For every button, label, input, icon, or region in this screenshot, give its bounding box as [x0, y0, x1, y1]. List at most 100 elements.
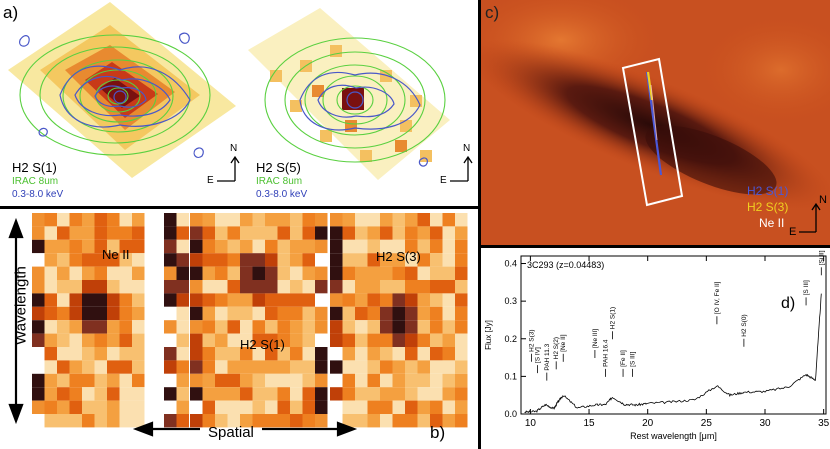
pixel	[380, 414, 393, 428]
legend-h2s1: H2 S(1)	[747, 184, 789, 198]
line-label: [Fe II]	[620, 350, 627, 367]
panel-d-letter: d)	[781, 295, 795, 312]
pixel	[290, 320, 303, 334]
pixel-strip	[164, 213, 189, 428]
pixel	[392, 239, 405, 254]
pixel	[44, 414, 57, 428]
pixel	[405, 400, 418, 414]
pixel	[57, 360, 70, 374]
pixel	[94, 306, 107, 321]
pixel	[82, 333, 95, 347]
pixel	[107, 347, 120, 361]
pixel	[44, 280, 57, 294]
irac-label-right: IRAC 8um	[256, 176, 303, 187]
pixel	[330, 373, 343, 388]
pixel	[69, 347, 82, 361]
pixel	[119, 306, 132, 321]
xray-label-left: 0.3-8.0 keV	[12, 189, 64, 200]
pixel	[367, 266, 380, 280]
pixel	[290, 414, 303, 428]
pixel	[32, 333, 45, 347]
pixel	[69, 280, 82, 294]
line-label: [Ne II]	[560, 334, 567, 352]
pixel	[176, 213, 189, 227]
wavelength-axis-label: Wavelength	[12, 266, 30, 345]
line-label: H2 S(0)	[741, 314, 748, 336]
strip-label-h2s3: H2 S(3)	[376, 249, 421, 264]
x-tick-label: 25	[701, 418, 713, 429]
pixel	[442, 320, 455, 334]
pixel	[442, 360, 455, 374]
pixel	[290, 253, 303, 267]
pixel	[442, 239, 455, 254]
pixel	[430, 320, 443, 334]
line-label: [Si II]	[818, 250, 825, 265]
pixel	[302, 280, 315, 294]
pixel	[215, 387, 228, 401]
pixel	[355, 266, 368, 280]
pixel	[202, 306, 215, 321]
panel-a-letter: a)	[3, 3, 19, 22]
pixel	[119, 226, 132, 240]
pixel	[82, 320, 95, 334]
pixel	[176, 280, 189, 294]
compass-north-c: N	[819, 194, 827, 206]
pixel	[132, 266, 145, 280]
pixel	[442, 226, 455, 240]
pixel	[277, 373, 290, 388]
panel-c: c) H2 S(1) H2 S(3) Ne II N E	[478, 0, 830, 245]
pixel	[405, 253, 418, 267]
pixel	[277, 226, 290, 240]
pixel	[380, 280, 393, 294]
pixel	[315, 280, 328, 294]
pixel	[215, 400, 228, 414]
pixel	[455, 239, 468, 254]
pixel	[107, 266, 120, 280]
pixel	[202, 373, 215, 388]
pixel	[315, 333, 328, 347]
pixel	[190, 347, 203, 361]
pixel	[442, 280, 455, 294]
pixel	[302, 400, 315, 414]
pixel	[355, 347, 368, 361]
line-label: PAH 11.3	[544, 343, 551, 370]
panel-a-maps	[8, 2, 473, 182]
pixel	[265, 306, 278, 321]
pixel	[442, 293, 455, 307]
pixel	[132, 347, 145, 361]
x-axis-label: Rest wavelength [μm]	[630, 431, 717, 441]
pixel	[119, 400, 132, 414]
pixel	[240, 213, 253, 227]
pixel	[69, 226, 82, 240]
pixel	[392, 320, 405, 334]
panel-c-image	[481, 0, 830, 245]
pixel	[190, 320, 203, 334]
pixel	[417, 306, 430, 321]
pixel	[330, 400, 343, 414]
pixel	[265, 266, 278, 280]
pixel	[302, 226, 315, 240]
panel-b: b) Wavelength Spatial Ne II H2 S(1) H2 S…	[0, 206, 478, 449]
pixel	[57, 253, 70, 267]
pixel	[442, 373, 455, 388]
pixel	[240, 400, 253, 414]
pixel	[392, 280, 405, 294]
pixel	[342, 320, 355, 334]
pixel	[405, 306, 418, 321]
pixel	[227, 280, 240, 294]
pixel	[342, 226, 355, 240]
pixel	[355, 320, 368, 334]
x-tick-label: 20	[642, 418, 654, 429]
pixel	[164, 360, 177, 374]
pixel	[119, 280, 132, 294]
pixel	[405, 360, 418, 374]
pixel	[190, 213, 203, 227]
pixel	[417, 280, 430, 294]
pixel	[342, 347, 355, 361]
pixel	[119, 293, 132, 307]
pixel	[94, 213, 107, 227]
pixel	[277, 239, 290, 254]
pixel	[215, 253, 228, 267]
pixel	[430, 400, 443, 414]
pixel	[367, 293, 380, 307]
